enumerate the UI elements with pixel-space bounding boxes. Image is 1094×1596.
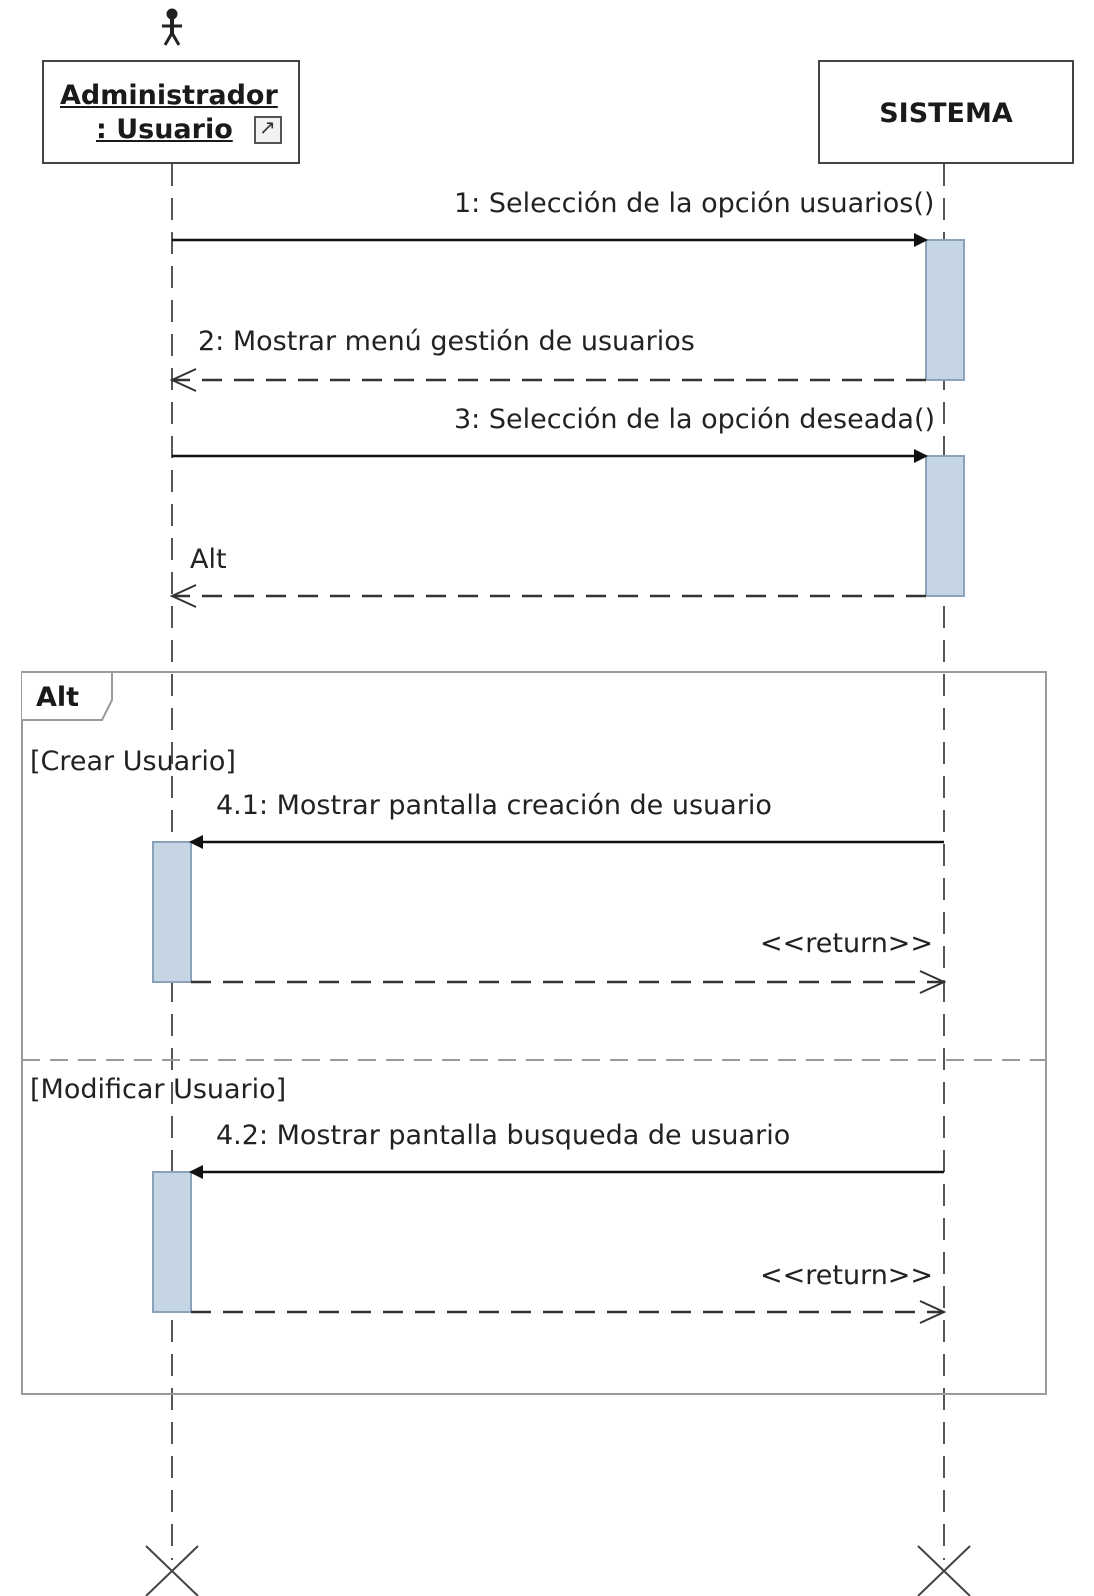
return-label-4-2: <<return>> [760, 1260, 934, 1291]
return-label-4-1: <<return>> [760, 928, 934, 959]
message-label-alt: Alt [190, 544, 227, 575]
shortcut-link-icon[interactable] [254, 115, 282, 144]
alt-fragment-tag-box [22, 671, 113, 721]
message-label-3: 3: Selección de la opción deseada() [454, 404, 936, 435]
actor-destroy-mark [145, 1545, 199, 1596]
guard-crear-usuario: [Crear Usuario] [30, 746, 236, 777]
system-destroy-mark [917, 1545, 971, 1596]
message-label-4-2: 4.2: Mostrar pantalla busqueda de usuari… [216, 1120, 791, 1151]
alt-fragment-operator: Alt [36, 682, 80, 713]
actor-name: Administrador [60, 80, 278, 111]
actor-stick-figure-icon [162, 8, 182, 46]
system-name: SISTEMA [879, 98, 1013, 129]
system-lifeline-head[interactable]: SISTEMA [818, 60, 1074, 164]
system-activation-bar [925, 239, 965, 381]
message-label-2: 2: Mostrar menú gestión de usuarios [198, 326, 695, 357]
system-activation-bar [925, 455, 965, 597]
message-label-1: 1: Selección de la opción usuarios() [454, 188, 935, 219]
actor-activation-bar [152, 841, 192, 983]
alt-fragment-frame [21, 671, 1047, 1395]
actor-activation-bar [152, 1171, 192, 1313]
actor-lifeline-head[interactable]: Administrador : Usuario [42, 60, 300, 164]
message-label-4-1: 4.1: Mostrar pantalla creación de usuari… [216, 790, 772, 821]
actor-type: : Usuario [96, 114, 233, 145]
guard-modificar-usuario: [Modificar Usuario] [30, 1074, 287, 1105]
